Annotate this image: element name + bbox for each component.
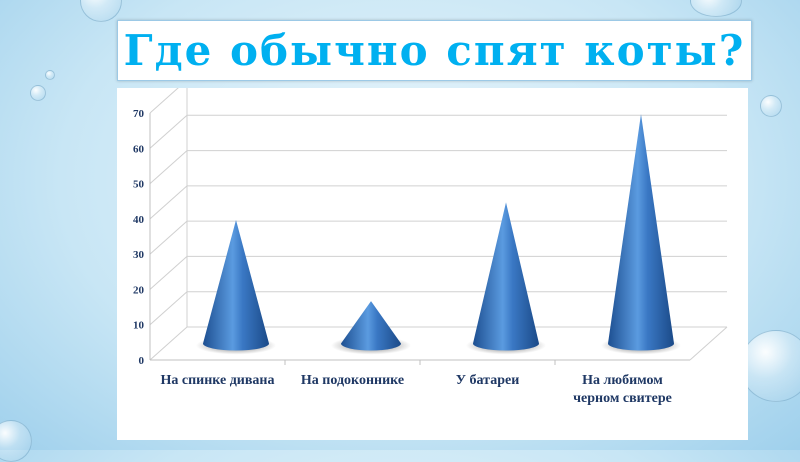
gridline-diag [149, 220, 188, 255]
decor-bubble [760, 95, 782, 117]
gridline-diag [149, 291, 188, 326]
cone-bar [608, 114, 674, 351]
y-tick-label: 60 [133, 143, 145, 155]
x-category-label: На любимом черном свитере [573, 373, 672, 406]
decor-bubble [0, 420, 32, 462]
title-box: Где обычно спят коты? [117, 20, 752, 81]
y-tick-label: 30 [133, 249, 145, 261]
x-category-label: У батареи [455, 373, 520, 388]
gridline-diag [149, 114, 188, 149]
gridline-diag [149, 326, 188, 361]
chart: 0 10 20 30 40 50 60 70 На спинке дивана На подок… [117, 88, 748, 440]
y-tick-label: 70 [133, 108, 145, 120]
cone-bar [473, 202, 539, 351]
gridline-diag [149, 185, 188, 220]
cone-bar [341, 301, 401, 351]
floor-edge [689, 326, 728, 361]
decor-bubble [80, 0, 122, 22]
y-tick-label: 0 [139, 355, 145, 367]
x-category-label: На подоконнике [300, 373, 405, 388]
decor-bubble [690, 0, 742, 17]
decor-bubble [30, 85, 46, 101]
decor-bubble [45, 70, 55, 80]
gridline-diag [149, 88, 179, 114]
y-tick-label: 40 [133, 214, 145, 226]
decor-bubble [740, 330, 800, 402]
gridline-diag [149, 150, 188, 184]
slide-title: Где обычно спят коты? [123, 26, 746, 75]
gridline-diag [149, 256, 188, 290]
cone-bar [203, 220, 269, 351]
y-tick-label: 50 [133, 179, 145, 191]
y-tick-label: 20 [133, 284, 145, 296]
chart-plot: 0 10 20 30 40 50 60 70 [133, 88, 728, 367]
x-category-label: На спинке дивана [160, 373, 275, 388]
y-tick-label: 10 [133, 320, 145, 332]
